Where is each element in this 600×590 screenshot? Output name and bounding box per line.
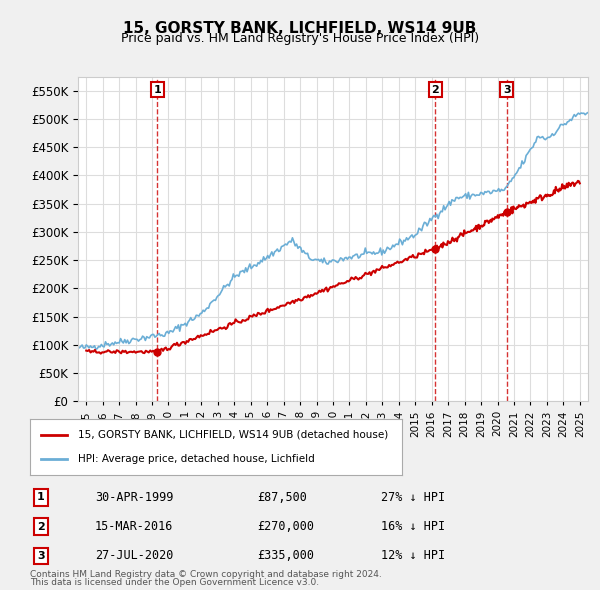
Text: 15, GORSTY BANK, LICHFIELD, WS14 9UB (detached house): 15, GORSTY BANK, LICHFIELD, WS14 9UB (de… bbox=[79, 430, 389, 440]
Text: 1: 1 bbox=[37, 492, 44, 502]
Text: 27-JUL-2020: 27-JUL-2020 bbox=[95, 549, 173, 562]
Text: 1: 1 bbox=[154, 85, 161, 94]
Text: 30-APR-1999: 30-APR-1999 bbox=[95, 491, 173, 504]
Text: 16% ↓ HPI: 16% ↓ HPI bbox=[381, 520, 445, 533]
Text: 27% ↓ HPI: 27% ↓ HPI bbox=[381, 491, 445, 504]
Text: This data is licensed under the Open Government Licence v3.0.: This data is licensed under the Open Gov… bbox=[30, 578, 319, 587]
Text: 12% ↓ HPI: 12% ↓ HPI bbox=[381, 549, 445, 562]
Text: 2: 2 bbox=[431, 85, 439, 94]
Text: 15, GORSTY BANK, LICHFIELD, WS14 9UB: 15, GORSTY BANK, LICHFIELD, WS14 9UB bbox=[124, 21, 476, 35]
Text: Contains HM Land Registry data © Crown copyright and database right 2024.: Contains HM Land Registry data © Crown c… bbox=[30, 571, 382, 579]
Text: £270,000: £270,000 bbox=[257, 520, 314, 533]
Text: 3: 3 bbox=[503, 85, 511, 94]
Text: 3: 3 bbox=[37, 551, 44, 561]
Text: £335,000: £335,000 bbox=[257, 549, 314, 562]
Text: 15-MAR-2016: 15-MAR-2016 bbox=[95, 520, 173, 533]
Text: Price paid vs. HM Land Registry's House Price Index (HPI): Price paid vs. HM Land Registry's House … bbox=[121, 32, 479, 45]
Text: HPI: Average price, detached house, Lichfield: HPI: Average price, detached house, Lich… bbox=[79, 454, 315, 464]
Text: £87,500: £87,500 bbox=[257, 491, 307, 504]
Text: 2: 2 bbox=[37, 522, 44, 532]
